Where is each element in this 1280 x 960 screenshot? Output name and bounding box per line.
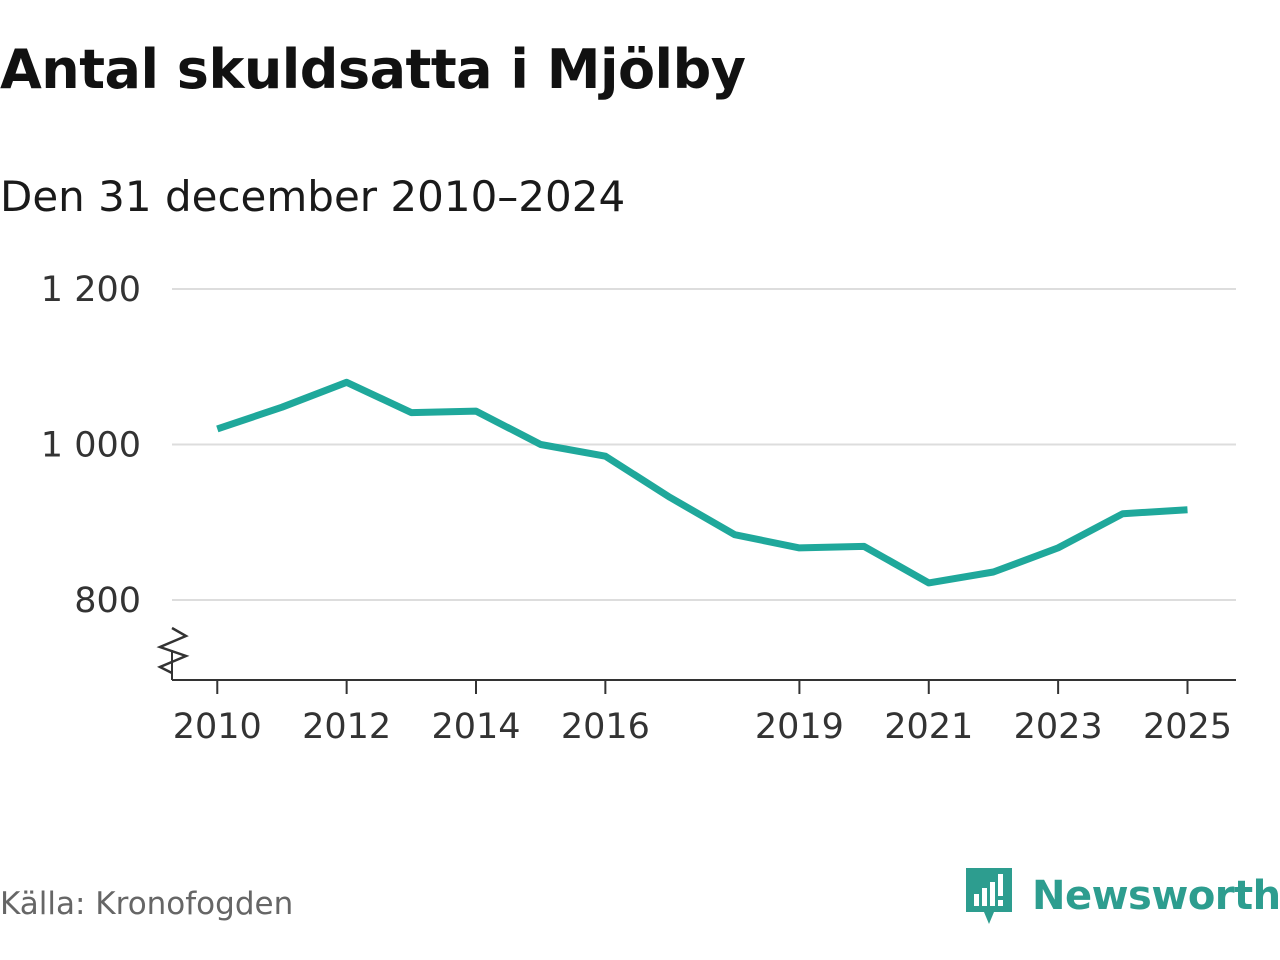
y-axis-break-mark	[156, 626, 190, 675]
brand-name: Newsworthy	[1032, 873, 1280, 919]
x-tick-label: 2025	[1143, 707, 1232, 747]
brand-logo: Newsworthy	[964, 866, 1280, 926]
chart-title: Antal skuldsatta i Mjölby	[0, 38, 746, 101]
x-axis	[156, 626, 1236, 681]
x-tick-label: 2010	[173, 707, 262, 747]
chart-subtitle: Den 31 december 2010–2024	[0, 172, 626, 221]
source-note: Källa: Kronofogden	[0, 886, 294, 922]
x-axis-ticks: 2010 2012 2014 2016 2019 2021 2023 2025	[173, 680, 1232, 747]
x-tick-label: 2021	[884, 707, 973, 747]
grid-lines	[172, 288, 1236, 601]
y-tick-label: 800	[74, 581, 141, 621]
newsworthy-logo-icon	[966, 868, 1012, 924]
y-tick-label: 1 000	[41, 426, 141, 466]
series-group	[216, 378, 1188, 587]
x-tick-label: 2019	[755, 707, 844, 747]
x-tick-label: 2012	[302, 707, 391, 747]
y-axis-ticks: 800 1 000 1 200	[41, 270, 141, 621]
series-line	[216, 378, 1188, 587]
x-tick-label: 2016	[561, 707, 650, 747]
y-tick-label: 1 200	[41, 270, 141, 310]
x-tick-label: 2014	[431, 707, 520, 747]
x-tick-label: 2023	[1014, 707, 1103, 747]
